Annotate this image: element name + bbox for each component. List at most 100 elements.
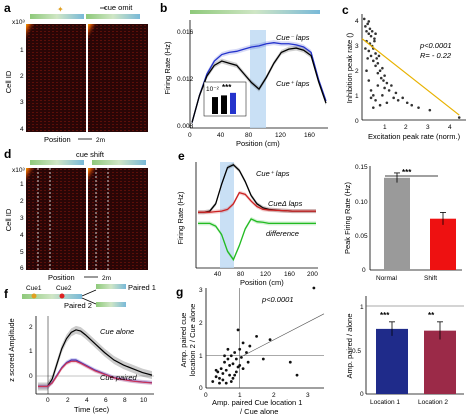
- b-inset-tick: 10⁻²: [206, 86, 220, 93]
- b-xtick-3: 120: [275, 132, 286, 139]
- e-xtick-2: 120: [260, 271, 271, 278]
- c-point: [396, 98, 400, 102]
- c-point: [370, 29, 374, 33]
- e-series-line-1: [198, 191, 316, 213]
- c-point: [385, 101, 389, 105]
- g-xtick-1: 1: [238, 392, 242, 399]
- g-scatter-points: [211, 286, 316, 385]
- gbar-bars: [376, 321, 456, 394]
- c-point: [375, 57, 378, 60]
- c-xtick-1: 2: [404, 124, 408, 131]
- b-inset: 10⁻² ***: [203, 81, 247, 117]
- g-point: [234, 370, 238, 374]
- b-xtick-0: 0: [188, 132, 192, 139]
- c-point: [417, 106, 420, 109]
- c-point: [379, 76, 383, 80]
- b-xtick-2: 80: [245, 132, 253, 139]
- d-ytick-1: 1: [20, 181, 24, 188]
- c-point: [364, 47, 367, 50]
- c-r-value: R= - 0.22: [420, 51, 452, 60]
- c-point: [366, 22, 369, 26]
- gbar-stars-1: ***: [380, 311, 390, 320]
- c-fit-line: [361, 38, 460, 116]
- e-plot-lines: [198, 162, 316, 262]
- f-ylabel: z scored Amplitude: [7, 318, 16, 381]
- f-cue2-icon: [59, 293, 65, 299]
- g-point: [241, 367, 245, 371]
- b-cue-zone: [250, 30, 266, 128]
- g-xtick-2: 2: [272, 392, 276, 399]
- g-point: [231, 376, 235, 380]
- b-xlabel: Position (cm): [236, 139, 280, 148]
- f-band-0: [38, 325, 152, 391]
- a-ytick-1: 1: [20, 47, 24, 54]
- c-point: [385, 81, 389, 85]
- g-point: [214, 368, 218, 372]
- c-xtick-3: 4: [448, 124, 452, 131]
- panel-e-bar: Peak Firing Rate (Hz) 0.15 0.10 0.05 0 *…: [343, 164, 462, 282]
- c-point: [376, 71, 380, 75]
- e-legend-shift: CueΔ laps: [268, 199, 303, 208]
- g-point: [221, 378, 225, 382]
- f-xtick-2: 4: [85, 397, 89, 404]
- gbar-cat-0: Location 1: [370, 399, 400, 406]
- g-point: [229, 354, 233, 358]
- g-point: [234, 357, 238, 361]
- c-point: [369, 34, 373, 38]
- g-ytick-3: 0: [199, 385, 203, 392]
- e-ylabel: Firing Rate (Hz): [176, 191, 185, 244]
- g-point: [224, 368, 228, 372]
- b-inset-bars: [212, 92, 236, 114]
- c-point: [383, 74, 386, 77]
- g-point: [238, 347, 242, 351]
- b-inset-stars: ***: [222, 83, 232, 92]
- g-fit-line: [242, 313, 325, 357]
- g-ytick-0: 3: [199, 287, 203, 294]
- c-point: [428, 108, 432, 112]
- g-ylabel-1: Amp. paired cue: [179, 313, 188, 368]
- ebar-bar-1: [430, 218, 456, 270]
- f-xtick-4: 8: [123, 397, 127, 404]
- c-point: [367, 79, 371, 82]
- g-xlabel-1: Amp. paired Cue location 1: [212, 398, 302, 407]
- track-bar-a2: [86, 14, 140, 19]
- c-ytick-3: 3: [355, 43, 359, 50]
- f-xlabel: Time (sec): [74, 405, 110, 414]
- duck-icon: ✦: [57, 5, 64, 14]
- b-series-line-0: [191, 42, 327, 123]
- c-point: [378, 103, 382, 107]
- d-xlabel: Position: [48, 273, 75, 282]
- e-cue-zone: [220, 162, 234, 268]
- g-point: [228, 364, 232, 367]
- c-ytick-0: 0: [355, 118, 359, 125]
- c-ytick-1: 1: [355, 93, 359, 100]
- c-point: [374, 32, 377, 36]
- a-ytick-3: 3: [20, 99, 24, 106]
- c-point: [374, 64, 377, 68]
- f-xtick-1: 2: [66, 397, 70, 404]
- f-ytick-2: 0: [29, 373, 33, 380]
- e-legend-plus: Cue⁺ laps: [256, 169, 290, 178]
- b-inset-bar-1: [221, 95, 227, 114]
- cue-omit-label: cue omit: [104, 3, 133, 12]
- b-ytick-1: 0.012: [177, 76, 194, 83]
- c-point: [372, 94, 375, 97]
- g-point: [248, 344, 252, 348]
- e-band-1: [198, 190, 316, 215]
- gbar-stars-2: **: [428, 311, 435, 320]
- c-point: [368, 27, 372, 31]
- e-legend-diff: difference: [266, 229, 299, 238]
- f-legend-paired: Cue paired: [100, 373, 138, 382]
- g-point: [231, 362, 235, 366]
- c-point: [369, 54, 373, 58]
- f-xtick-5: 10: [140, 397, 148, 404]
- b-ytick-2: 0.008: [177, 123, 194, 130]
- g-ytick-1: 2: [199, 320, 203, 327]
- panel-d-letter: d: [4, 147, 11, 161]
- c-point: [383, 86, 386, 90]
- panel-a-letter: a: [4, 1, 11, 15]
- ebar-cat-0: Normal: [376, 275, 398, 282]
- gbar-bar-1: [424, 330, 456, 394]
- c-xtick-0: 1: [383, 124, 387, 131]
- a-ytick-4: 4: [20, 126, 24, 133]
